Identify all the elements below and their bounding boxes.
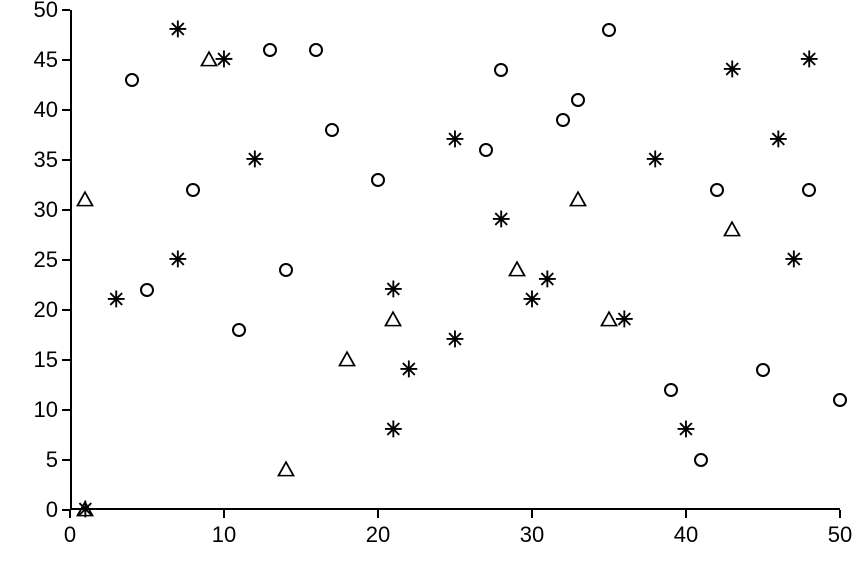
- y-tick-label: 20: [34, 297, 58, 323]
- marker-triangle: [385, 312, 401, 328]
- marker-star: ✳: [723, 59, 741, 81]
- marker-star: ✳: [677, 419, 695, 441]
- marker-star: ✳: [538, 269, 556, 291]
- marker-circle: [125, 73, 139, 87]
- x-tick-label: 20: [366, 522, 390, 548]
- marker-circle: [279, 263, 293, 277]
- marker-circle: [140, 283, 154, 297]
- y-tick: [62, 159, 70, 161]
- x-tick: [69, 510, 71, 518]
- marker-circle: [325, 123, 339, 137]
- marker-star: ✳: [384, 419, 402, 441]
- marker-star: ✳: [615, 309, 633, 331]
- marker-star: ✳: [169, 249, 187, 271]
- marker-circle: [833, 393, 847, 407]
- marker-triangle: [339, 352, 355, 368]
- y-tick-label: 5: [46, 447, 58, 473]
- y-tick-label: 45: [34, 47, 58, 73]
- y-tick-label: 15: [34, 347, 58, 373]
- x-tick: [685, 510, 687, 518]
- y-tick-label: 35: [34, 147, 58, 173]
- y-tick: [62, 209, 70, 211]
- y-tick-label: 25: [34, 247, 58, 273]
- marker-star: ✳: [384, 279, 402, 301]
- marker-star: ✳: [169, 19, 187, 41]
- marker-triangle: [724, 222, 740, 238]
- marker-star: ✳: [107, 289, 125, 311]
- marker-triangle: [77, 192, 93, 208]
- marker-circle: [602, 23, 616, 37]
- y-tick: [62, 9, 70, 11]
- y-tick: [62, 409, 70, 411]
- x-tick-label: 40: [674, 522, 698, 548]
- marker-star: ✳: [246, 149, 264, 171]
- y-tick: [62, 259, 70, 261]
- marker-star: ✳: [646, 149, 664, 171]
- marker-circle: [556, 113, 570, 127]
- marker-triangle: [570, 192, 586, 208]
- marker-circle: [756, 363, 770, 377]
- marker-triangle: [509, 262, 525, 278]
- y-tick: [62, 459, 70, 461]
- y-tick-label: 0: [46, 497, 58, 523]
- marker-circle: [186, 183, 200, 197]
- x-tick: [377, 510, 379, 518]
- x-tick-label: 0: [64, 522, 76, 548]
- marker-circle: [571, 93, 585, 107]
- marker-star: ✳: [215, 49, 233, 71]
- x-tick: [223, 510, 225, 518]
- scatter-chart: 0102030405005101520253035404550 ✳✳✳✳✳✳✳✳…: [0, 0, 860, 564]
- marker-star: ✳: [492, 209, 510, 231]
- marker-star: ✳: [76, 499, 94, 521]
- marker-star: ✳: [523, 289, 541, 311]
- y-tick: [62, 309, 70, 311]
- y-tick: [62, 109, 70, 111]
- marker-circle: [694, 453, 708, 467]
- y-tick-label: 50: [34, 0, 58, 23]
- marker-star: ✳: [446, 329, 464, 351]
- marker-star: ✳: [785, 249, 803, 271]
- marker-star: ✳: [400, 359, 418, 381]
- marker-triangle: [278, 462, 294, 478]
- y-tick-label: 10: [34, 397, 58, 423]
- y-tick: [62, 509, 70, 511]
- marker-circle: [263, 43, 277, 57]
- marker-circle: [309, 43, 323, 57]
- y-tick-label: 30: [34, 197, 58, 223]
- x-tick-label: 10: [212, 522, 236, 548]
- marker-circle: [664, 383, 678, 397]
- marker-circle: [232, 323, 246, 337]
- marker-star: ✳: [800, 49, 818, 71]
- marker-circle: [371, 173, 385, 187]
- x-tick: [839, 510, 841, 518]
- x-tick-label: 30: [520, 522, 544, 548]
- marker-star: ✳: [446, 129, 464, 151]
- y-tick: [62, 359, 70, 361]
- y-tick: [62, 59, 70, 61]
- marker-star: ✳: [769, 129, 787, 151]
- marker-circle: [710, 183, 724, 197]
- y-tick-label: 40: [34, 97, 58, 123]
- x-tick: [531, 510, 533, 518]
- marker-circle: [479, 143, 493, 157]
- marker-circle: [802, 183, 816, 197]
- marker-circle: [494, 63, 508, 77]
- x-tick-label: 50: [828, 522, 852, 548]
